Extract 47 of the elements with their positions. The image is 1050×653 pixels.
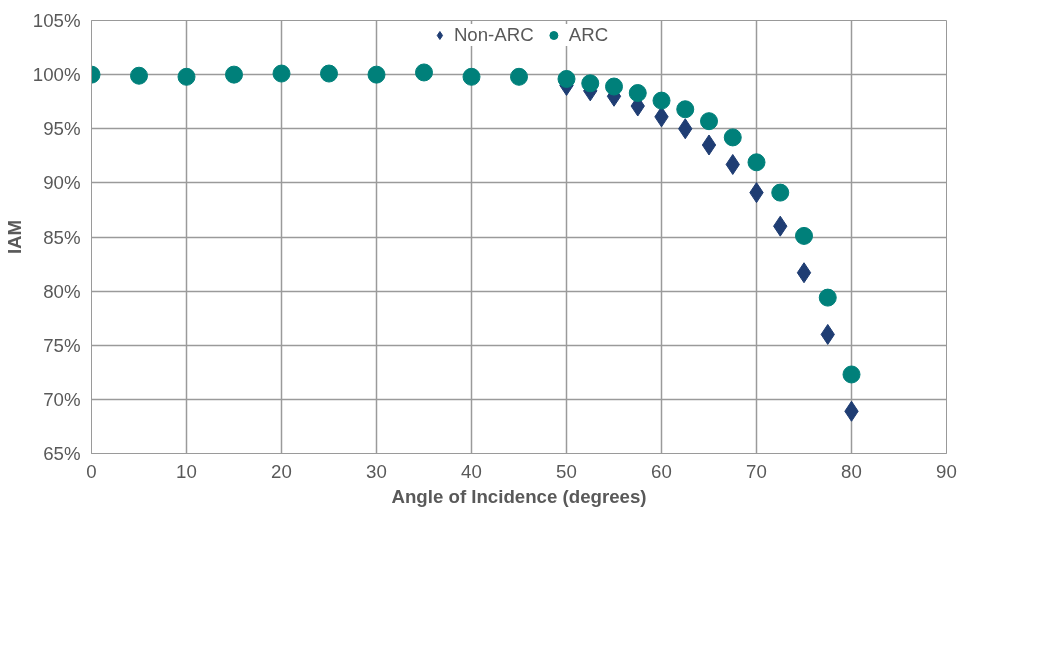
point (320, 64, 338, 83)
point (700, 112, 718, 131)
point (747, 153, 766, 172)
point (272, 64, 291, 83)
x-tick-label: 50 (556, 460, 577, 482)
point (676, 100, 695, 119)
point (130, 66, 148, 85)
y-tick-label: 70% (43, 388, 81, 410)
y-tick-label: 100% (32, 64, 81, 86)
point (795, 226, 813, 245)
x-tick-label: 20 (271, 460, 292, 482)
point (818, 288, 837, 307)
y-tick-label: 105% (32, 10, 81, 31)
x-tick-label: 60 (651, 460, 672, 482)
x-tick-label: 40 (461, 460, 482, 482)
y-tick-label: 85% (43, 226, 81, 248)
x-tick-label: 70 (746, 460, 767, 482)
point (225, 65, 243, 84)
x-tick-label: 0 (86, 460, 97, 482)
point (177, 67, 196, 86)
point (796, 262, 812, 284)
point (701, 134, 717, 156)
legend-label: ARC (568, 24, 609, 46)
x-tick-label: 30 (366, 460, 387, 482)
point (652, 91, 671, 110)
x-tick-label: 10 (176, 460, 197, 482)
x-tick-label: 90 (936, 460, 957, 482)
x-axis-title: Angle of Incidence (degrees) (391, 485, 647, 507)
y-tick-label: 95% (43, 118, 81, 140)
point (462, 67, 481, 86)
point (415, 63, 433, 82)
y-tick-label: 80% (43, 280, 81, 302)
y-tick-label: 90% (43, 172, 81, 194)
point (581, 74, 600, 93)
x-tick-label: 80 (841, 460, 862, 482)
point (510, 67, 528, 86)
point (723, 128, 742, 147)
y-tick-label: 75% (43, 334, 81, 356)
point (367, 65, 386, 84)
legend-label: Non-ARC (453, 24, 534, 46)
point (771, 183, 790, 202)
y-tick-label: 65% (43, 443, 81, 464)
y-axis-title: IAM (3, 219, 25, 255)
point (557, 69, 576, 88)
point (605, 77, 623, 96)
point (628, 84, 647, 103)
point (842, 365, 861, 384)
